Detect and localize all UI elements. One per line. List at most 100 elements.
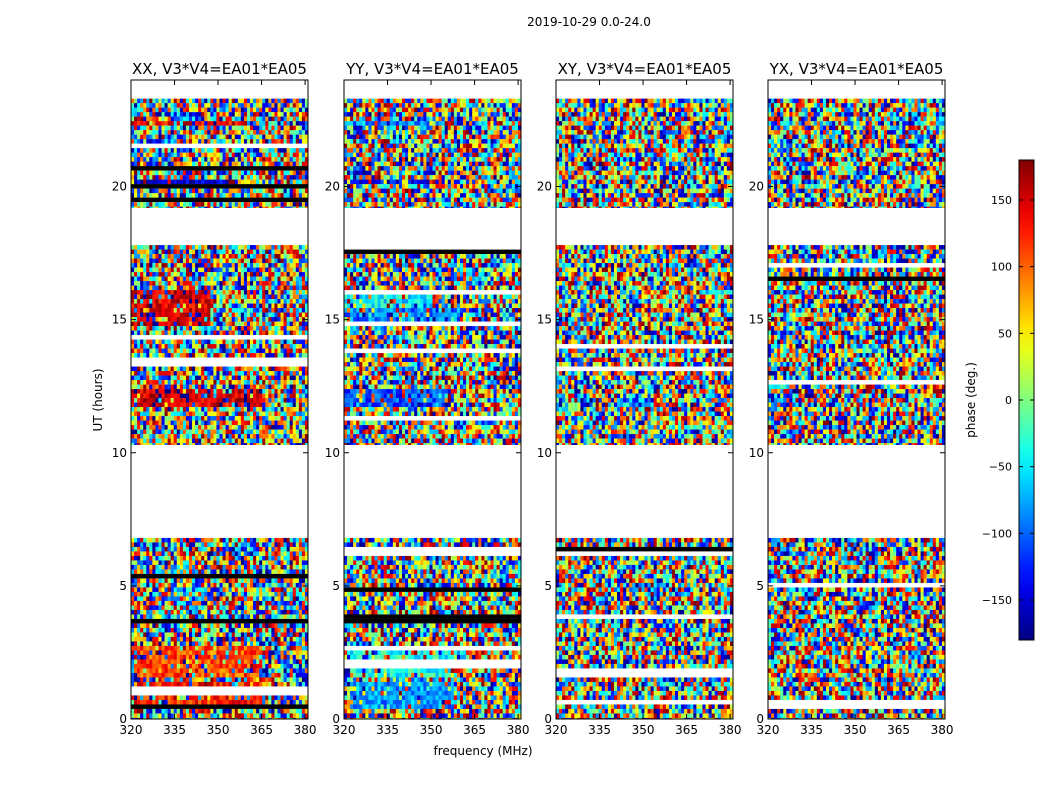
phase-cell bbox=[277, 663, 281, 669]
phase-cell bbox=[195, 672, 199, 678]
phase-cell bbox=[298, 312, 303, 318]
phase-cell bbox=[274, 103, 278, 108]
phase-cell bbox=[274, 130, 278, 135]
phase-cell bbox=[185, 353, 190, 358]
phase-cell bbox=[225, 317, 230, 322]
phase-cell bbox=[170, 632, 175, 638]
phase-cell bbox=[246, 263, 251, 268]
phase-cell bbox=[216, 312, 220, 318]
phase-cell bbox=[188, 326, 193, 331]
phase-cell bbox=[246, 609, 251, 615]
phase-cell bbox=[243, 294, 248, 300]
phase-cell bbox=[210, 411, 214, 417]
phase-cell bbox=[143, 98, 147, 104]
phase-cell bbox=[152, 677, 156, 683]
phase-cell bbox=[237, 107, 242, 113]
phase-cell bbox=[158, 717, 162, 719]
phase-cell bbox=[301, 326, 306, 331]
phase-cell bbox=[304, 717, 308, 719]
phase-cell bbox=[213, 245, 217, 250]
phase-cell bbox=[185, 591, 190, 597]
phase-cell bbox=[140, 380, 144, 385]
phase-cell bbox=[295, 130, 300, 135]
phase-cell bbox=[185, 107, 190, 113]
phase-cell bbox=[219, 699, 223, 705]
phase-cell bbox=[201, 695, 205, 701]
phase-cell bbox=[283, 276, 288, 282]
phase-cell bbox=[246, 366, 251, 372]
phase-cell bbox=[243, 699, 248, 705]
phase-cell bbox=[225, 614, 230, 620]
phase-cell bbox=[170, 411, 175, 417]
phase-cell bbox=[277, 116, 281, 122]
phase-cell bbox=[149, 614, 153, 620]
phase-cell bbox=[198, 434, 202, 439]
phase-cell bbox=[228, 591, 233, 597]
phase-cell bbox=[179, 717, 184, 719]
phase-cell bbox=[161, 371, 165, 376]
phase-cell bbox=[152, 130, 156, 135]
phase-cell bbox=[173, 587, 178, 593]
phase-cell bbox=[176, 308, 181, 313]
phase-cell bbox=[246, 672, 251, 678]
phase-cell bbox=[250, 614, 254, 620]
phase-cell bbox=[198, 121, 202, 126]
phase-cell bbox=[222, 107, 227, 113]
phase-cell bbox=[149, 551, 153, 557]
phase-cell bbox=[173, 294, 178, 300]
phase-cell bbox=[207, 632, 211, 638]
phase-cell bbox=[256, 564, 260, 570]
phase-cell bbox=[262, 299, 266, 304]
phase-cell bbox=[201, 537, 205, 543]
phase-cell bbox=[286, 425, 291, 430]
phase-cell bbox=[213, 294, 217, 300]
phase-cell bbox=[243, 708, 248, 714]
phase-cell bbox=[256, 609, 260, 615]
phase-cell bbox=[143, 578, 147, 584]
phase-cell bbox=[219, 546, 223, 552]
phase-cell bbox=[231, 249, 236, 255]
phase-cell bbox=[137, 281, 141, 286]
phase-cell bbox=[262, 537, 266, 543]
phase-cell bbox=[149, 294, 153, 300]
phase-cell bbox=[256, 416, 260, 421]
phase-cell bbox=[158, 587, 162, 593]
phase-cell bbox=[228, 695, 233, 701]
phase-cell bbox=[265, 348, 269, 354]
phase-cell bbox=[228, 98, 233, 104]
phase-cell bbox=[250, 659, 254, 665]
phase-cell bbox=[146, 254, 150, 259]
phase-cell bbox=[213, 672, 217, 678]
phase-cell bbox=[231, 555, 236, 561]
phase-cell bbox=[176, 353, 181, 358]
phase-cell bbox=[298, 321, 303, 327]
phase-cell bbox=[274, 294, 278, 300]
phase-cell bbox=[173, 393, 178, 399]
phase-cell bbox=[173, 112, 178, 117]
phase-cell bbox=[280, 276, 284, 282]
phase-cell bbox=[292, 632, 297, 638]
phase-cell bbox=[250, 438, 254, 444]
phase-cell bbox=[237, 614, 242, 620]
phase-cell bbox=[253, 713, 257, 719]
phase-cell bbox=[195, 609, 199, 615]
phase-cell bbox=[137, 130, 141, 135]
phase-cell bbox=[256, 600, 260, 606]
phase-cell bbox=[271, 672, 275, 678]
phase-cell bbox=[265, 596, 269, 602]
phase-cell bbox=[246, 317, 251, 322]
phase-cell bbox=[161, 443, 165, 445]
phase-cell bbox=[256, 393, 260, 399]
phase-cell bbox=[149, 263, 153, 268]
phase-cell bbox=[277, 312, 281, 318]
phase-cell bbox=[173, 116, 178, 122]
phase-cell bbox=[176, 263, 181, 268]
phase-cell bbox=[204, 663, 208, 669]
phase-cell bbox=[222, 600, 227, 606]
phase-cell bbox=[143, 312, 147, 318]
phase-cell bbox=[283, 596, 288, 602]
phase-cell bbox=[228, 290, 233, 295]
phase-cell bbox=[210, 551, 214, 557]
phase-cell bbox=[274, 245, 278, 250]
phase-cell bbox=[250, 258, 254, 264]
